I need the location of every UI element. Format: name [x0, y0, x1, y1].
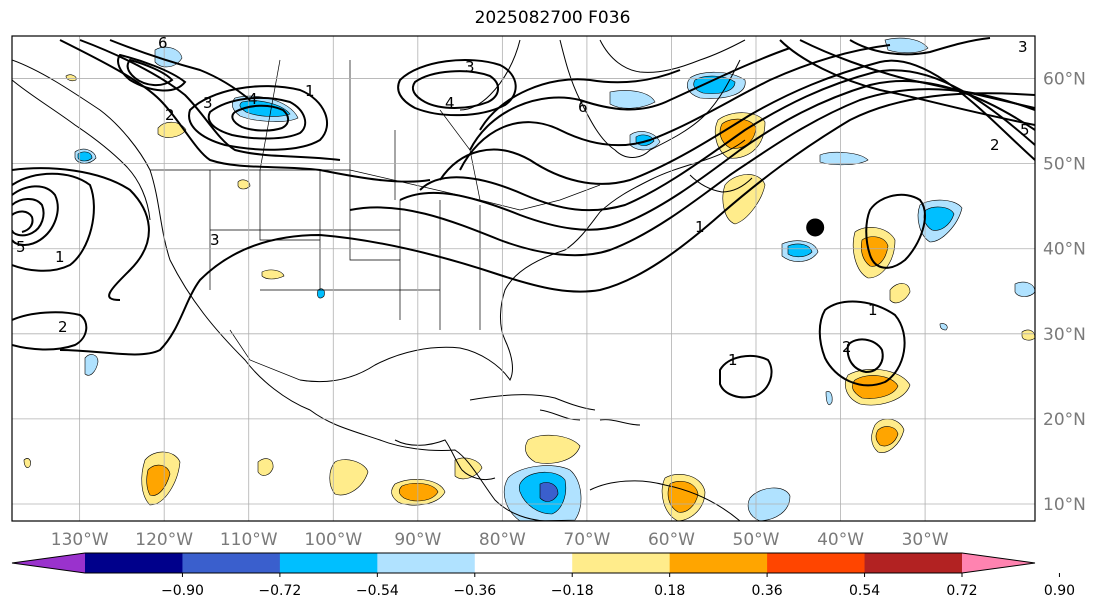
colorbar-segment: [767, 553, 866, 573]
contour-label: 2: [990, 136, 1000, 154]
colorbar-label: 0.36: [752, 583, 783, 599]
colorbar-segment: [182, 553, 281, 573]
colorbar-label: 0.90: [1044, 583, 1075, 599]
colorbar-label: 0.54: [849, 583, 880, 599]
colorbar: [11, 552, 1060, 577]
colorbar-label: −0.90: [161, 583, 204, 599]
contour-label: 5: [1020, 121, 1030, 139]
contour-label: 6: [158, 34, 168, 52]
longitude-label: 90°W: [394, 530, 441, 550]
colorbar-label: −0.54: [356, 583, 399, 599]
colorbar-label: 0.18: [654, 583, 685, 599]
longitude-label: 60°W: [648, 530, 695, 550]
colorbar-segment: [85, 553, 183, 573]
contour-label: 1: [305, 82, 315, 100]
colorbar-segment: [279, 553, 378, 573]
contour-label: 4: [445, 94, 455, 112]
storm-center-marker: [806, 218, 825, 237]
longitude-label: 30°W: [902, 530, 949, 550]
latitude-label: 30°N: [1043, 325, 1086, 345]
colorbar-segment: [572, 553, 671, 573]
contour-label: 3: [210, 231, 220, 249]
contour-label: 3: [465, 58, 475, 76]
longitude-label: 70°W: [563, 530, 610, 550]
colorbar-segment: [474, 553, 573, 573]
graticule: [12, 36, 1035, 521]
longitude-label: 130°W: [51, 530, 109, 550]
longitude-label: 110°W: [220, 530, 278, 550]
longitude-label: 100°W: [304, 530, 362, 550]
colorbar-label: 0.72: [946, 583, 977, 599]
latitude-label: 50°N: [1043, 155, 1086, 175]
map-plot-area: [12, 36, 1035, 521]
contour-labels: 6 3 1 2 4 5 1 3 2 3 4 5 6 3 2 1 1 2 1: [16, 34, 1030, 369]
contour-label: 3: [1018, 38, 1028, 56]
contour-label: 6: [578, 98, 588, 116]
longitude-label: 40°W: [817, 530, 864, 550]
colorbar-label: −0.18: [551, 583, 594, 599]
colorbar-segment: [669, 553, 768, 573]
longitude-label: 50°W: [733, 530, 780, 550]
latitude-label: 60°N: [1043, 70, 1086, 90]
contour-label: 4: [248, 90, 258, 108]
height-anomaly-contours: [12, 37, 1035, 399]
contour-label: 3: [203, 94, 213, 112]
contour-label: 1: [728, 351, 738, 369]
contour-label: 2: [58, 318, 68, 336]
longitude-labels: 130°W 120°W 110°W 100°W 90°W 80°W 70°W 60°W 50°W…: [51, 530, 949, 550]
contour-label: 1: [868, 301, 878, 319]
longitude-label: 120°W: [135, 530, 193, 550]
latitude-label: 40°N: [1043, 240, 1086, 260]
colorbar-segment: [377, 553, 476, 573]
colorbar-segment: [864, 553, 963, 573]
latitude-label: 20°N: [1043, 410, 1086, 430]
longitude-label: 80°W: [479, 530, 526, 550]
contour-label: 2: [165, 106, 175, 124]
colorbar-labels: −0.90 −0.72 −0.54 −0.36 −0.18 0.18 0.36 0.54 0.7…: [161, 583, 1075, 599]
colorbar-outline: [11, 552, 1036, 574]
latitude-labels: 10°N 20°N 30°N 40°N 50°N 60°N: [1043, 70, 1086, 515]
colorbar-segment: [12, 553, 85, 573]
colorbar-label: −0.36: [453, 583, 496, 599]
map-frame: [11, 35, 1036, 522]
latitude-label: 10°N: [1043, 495, 1086, 515]
contour-label: 1: [55, 248, 65, 266]
colorbar-label: −0.72: [258, 583, 301, 599]
coastlines: [12, 39, 753, 521]
contour-label: 2: [842, 338, 852, 356]
contour-label: 5: [16, 238, 26, 256]
map-title: 2025082700 F036: [474, 8, 631, 28]
contour-label: 1: [695, 218, 705, 236]
colorbar-segment: [962, 553, 1035, 573]
